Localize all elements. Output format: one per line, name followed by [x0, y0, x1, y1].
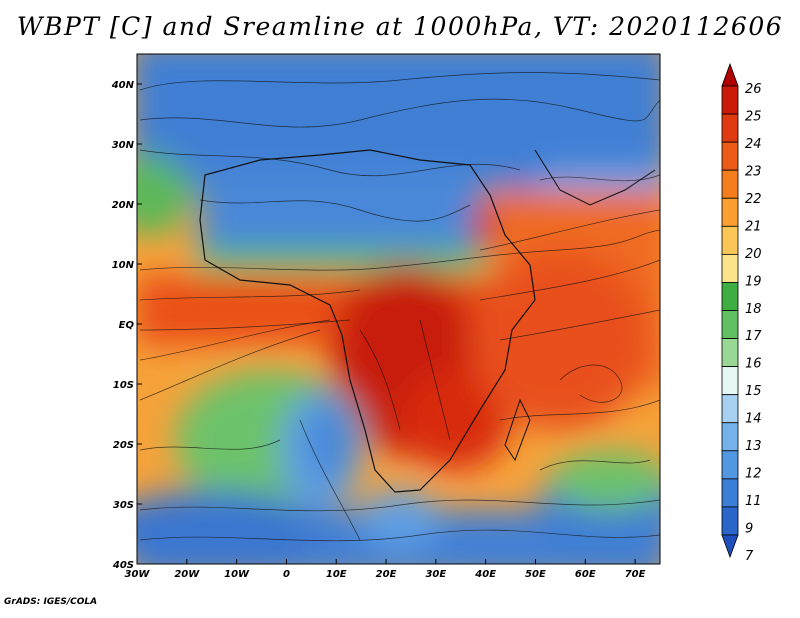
lat-tick-label: 40N: [111, 80, 135, 91]
lon-tick-label: 20W: [174, 569, 200, 580]
colorbar-label: 23: [745, 164, 762, 179]
colorbar-swatch: [721, 169, 739, 199]
coastline: [199, 149, 656, 493]
map-frame: [136, 53, 661, 565]
colorbar-swatch: [721, 338, 739, 368]
colorbar-swatch: [721, 310, 739, 339]
lon-tick-label: 10W: [224, 569, 250, 580]
lon-tick-label: 0: [283, 569, 290, 580]
colorbar-label: 11: [745, 494, 762, 509]
colorbar-label: 26: [745, 82, 762, 97]
lon-tick-label: 40E: [474, 569, 496, 580]
colorbar-swatch: [721, 253, 739, 283]
colorbar-label: 25: [745, 109, 762, 124]
lat-tick-label: 30S: [113, 500, 134, 511]
colorbar: 26 25 24 23 22 21 20 19 18 17 16 15 14 13 12 11 9 7: [721, 62, 762, 564]
colorbar-swatch: [721, 282, 739, 311]
latitude-axis: 40N 30N 20N 10N EQ 10S 20S 30S 40S: [111, 80, 142, 571]
colorbar-swatch: [721, 366, 739, 396]
colorbar-swatch: [721, 506, 739, 536]
colorbar-label: 16: [745, 357, 762, 372]
colorbar-label: 14: [745, 412, 762, 427]
colorbar-bottom-triangle: [721, 534, 739, 559]
colorbar-swatch: [721, 422, 739, 452]
longitude-axis: 30W 20W 10W 0 10E 20E 30E 40E 50E 60E 70E: [125, 559, 646, 580]
colorbar-label: 12: [745, 467, 762, 482]
lat-tick-label: 20N: [112, 200, 135, 211]
colorbar-label: 7: [745, 549, 754, 564]
colorbar-swatch: [721, 141, 739, 171]
colorbar-label: 18: [745, 302, 762, 317]
lat-tick-label: 10S: [113, 380, 134, 391]
colorbar-label: 20: [745, 247, 762, 262]
colorbar-label: 9: [745, 522, 753, 537]
lat-tick-label: 40S: [112, 560, 134, 571]
lon-tick-label: 30W: [125, 569, 151, 580]
colorbar-label: 17: [745, 329, 762, 344]
colorbar-swatch: [721, 394, 739, 424]
colorbar-label: 22: [745, 192, 762, 207]
colorbar-swatch: [721, 197, 739, 227]
map-title: WBPT [C] and Sreamline at 1000hPa, VT: 2…: [16, 12, 784, 41]
streamline-layer: [139, 72, 660, 542]
lon-tick-label: 20E: [376, 569, 397, 580]
colorbar-swatch: [721, 478, 739, 508]
colorbar-swatch: [721, 85, 739, 115]
lon-tick-label: 50E: [525, 569, 546, 580]
colorbar-swatch: [721, 225, 739, 255]
lon-tick-label: 10E: [326, 569, 347, 580]
lat-tick-label: 20S: [113, 440, 134, 451]
lat-tick-label: 30N: [112, 140, 135, 151]
colorbar-label: 19: [745, 274, 762, 289]
lon-tick-label: 70E: [625, 569, 646, 580]
lon-tick-label: 60E: [575, 569, 596, 580]
colorbar-label: 13: [745, 439, 762, 454]
colorbar-swatch: [721, 113, 739, 143]
colorbar-label: 15: [745, 384, 762, 399]
colorbar-swatch: [721, 450, 739, 480]
grads-credit: GrADS: IGES/COLA: [4, 597, 98, 607]
lat-tick-label: 10N: [112, 260, 135, 271]
colorbar-label: 21: [745, 219, 762, 234]
colorbar-top-triangle: [721, 62, 739, 87]
lon-tick-label: 30E: [425, 569, 446, 580]
colorbar-label: 24: [745, 137, 762, 152]
wbpt-shaded-field: [137, 54, 660, 564]
lat-tick-label: EQ: [119, 320, 135, 331]
